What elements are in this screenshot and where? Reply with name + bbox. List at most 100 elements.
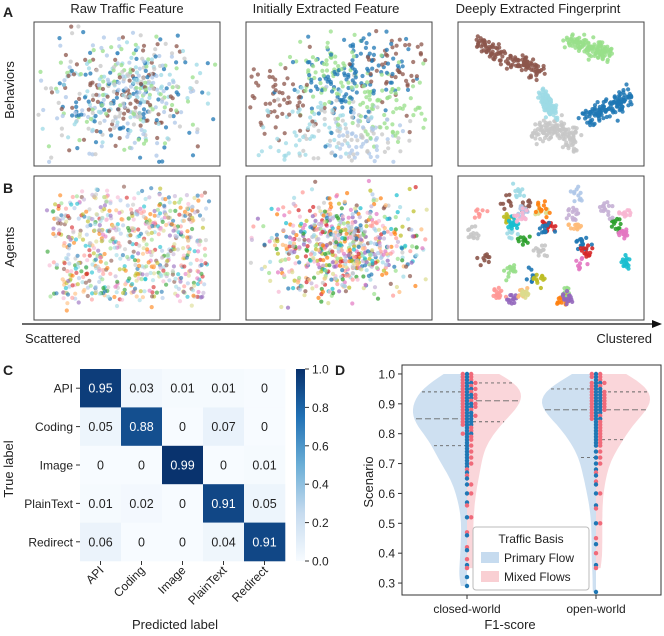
embedding-point (376, 218, 382, 224)
embedding-point (172, 120, 177, 125)
embedding-point (171, 264, 176, 269)
embedding-point (161, 67, 167, 72)
embedding-point (311, 233, 317, 238)
embedding-point (331, 232, 336, 238)
embedding-point (324, 263, 329, 268)
embedding-point (350, 131, 355, 136)
embedding-point (128, 101, 133, 106)
heatmap-cell (203, 522, 245, 562)
embedding-point (539, 208, 544, 213)
embedding-point (365, 105, 370, 110)
embedding-point (474, 44, 480, 49)
embedding-point (301, 226, 306, 231)
embedding-point (67, 261, 72, 266)
embedding-point (167, 278, 172, 283)
embedding-point (330, 216, 335, 221)
embedding-point (70, 283, 75, 288)
embedding-point (616, 104, 621, 109)
embedding-point (280, 91, 285, 96)
embedding-point (394, 193, 399, 198)
embedding-point (100, 268, 105, 273)
embedding-point (146, 260, 151, 265)
embedding-point (496, 42, 501, 47)
embedding-point (516, 189, 521, 194)
swarm-point (464, 503, 470, 508)
embedding-point (385, 137, 390, 142)
embedding-point (365, 80, 370, 85)
embedding-point (154, 118, 159, 123)
heatmap-cell (121, 407, 163, 447)
embedding-point (322, 246, 327, 251)
embedding-point (54, 262, 60, 267)
embedding-point (121, 223, 126, 228)
embedding-point (101, 79, 106, 84)
embedding-point (394, 284, 399, 290)
embedding-point (108, 101, 113, 106)
embedding-point (88, 283, 93, 288)
embedding-point (606, 209, 611, 214)
embedding-point (304, 247, 309, 252)
embedding-point (130, 30, 136, 35)
embedding-point (98, 255, 103, 260)
embedding-point (67, 243, 72, 248)
embedding-point (365, 89, 371, 94)
embedding-point (120, 35, 125, 40)
swarm-point (464, 548, 470, 553)
embedding-point (600, 50, 605, 55)
embedding-point (373, 236, 378, 241)
embedding-point (313, 84, 319, 89)
swarm-point (464, 565, 470, 571)
embedding-point (368, 71, 373, 77)
embedding-point (276, 148, 281, 154)
embedding-point (61, 296, 66, 301)
embedding-point (139, 277, 144, 282)
panel-letter-c: C (3, 362, 13, 378)
embedding-point (547, 120, 552, 125)
embedding-point (536, 200, 541, 205)
embedding-point (394, 43, 399, 48)
embedding-point (141, 59, 146, 64)
embedding-point (272, 98, 277, 103)
embedding-point (84, 209, 89, 214)
embedding-point (84, 232, 89, 237)
swarm-point (469, 437, 474, 442)
embedding-point (140, 188, 145, 194)
embedding-point (572, 199, 577, 204)
embedding-point (368, 277, 373, 282)
embedding-point (175, 293, 180, 298)
embedding-point (398, 149, 403, 154)
embedding-point (129, 207, 134, 212)
embedding-point (543, 223, 548, 228)
embedding-point (475, 255, 480, 261)
swarm-point (464, 557, 470, 562)
embedding-point (83, 243, 88, 248)
embedding-point (100, 277, 105, 282)
embedding-point (125, 254, 130, 260)
embedding-point (472, 215, 477, 220)
embedding-point (517, 193, 523, 198)
embedding-point (131, 217, 136, 222)
embedding-point (349, 158, 354, 163)
embedding-point (203, 253, 208, 258)
embedding-point (407, 42, 412, 47)
embedding-point (322, 102, 327, 107)
embedding-point (336, 249, 341, 254)
embedding-point (99, 103, 105, 108)
embedding-point (138, 155, 143, 160)
embedding-point (344, 265, 349, 270)
embedding-point (579, 256, 584, 262)
embedding-point (163, 125, 169, 130)
embedding-point (168, 114, 173, 119)
embedding-point (375, 296, 381, 301)
embedding-point (507, 192, 512, 197)
embedding-point (521, 193, 527, 198)
embedding-point (154, 290, 159, 295)
embedding-point (393, 231, 398, 237)
embedding-point (477, 212, 482, 217)
embedding-point (520, 214, 526, 219)
embedding-point (526, 199, 531, 204)
embedding-point (319, 104, 324, 109)
embedding-point (390, 129, 395, 134)
embedding-point (66, 235, 72, 240)
embedding-point (525, 240, 530, 245)
